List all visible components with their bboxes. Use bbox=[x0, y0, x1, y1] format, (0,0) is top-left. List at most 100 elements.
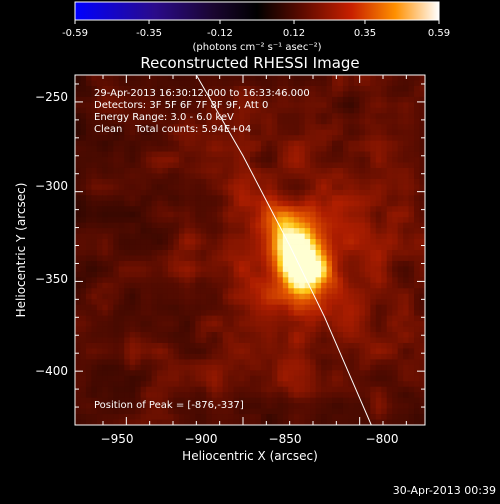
heatmap-cell bbox=[146, 375, 152, 382]
heatmap-cell bbox=[326, 310, 333, 317]
heatmap-cell bbox=[332, 348, 338, 355]
heatmap-cell bbox=[239, 403, 245, 409]
heatmap-cell bbox=[364, 129, 371, 136]
heatmap-cell bbox=[403, 113, 409, 120]
heatmap-cell bbox=[342, 293, 349, 300]
heatmap-cell bbox=[271, 96, 278, 103]
heatmap-cell bbox=[315, 124, 322, 131]
heatmap-cell bbox=[315, 277, 322, 284]
heatmap-cell bbox=[255, 239, 262, 245]
heatmap-cell bbox=[244, 381, 251, 388]
heatmap-cell bbox=[326, 239, 333, 245]
heatmap-cell bbox=[200, 135, 207, 142]
heatmap-cell bbox=[244, 403, 251, 409]
heatmap-cell bbox=[353, 364, 360, 371]
heatmap-cell bbox=[102, 146, 109, 152]
heatmap-cell bbox=[85, 206, 92, 213]
heatmap-cell bbox=[337, 403, 344, 409]
heatmap-cell bbox=[353, 408, 360, 415]
heatmap-cell bbox=[348, 206, 355, 213]
heatmap-cell bbox=[206, 397, 213, 404]
heatmap-cell bbox=[364, 348, 371, 355]
heatmap-cell bbox=[102, 228, 109, 234]
heatmap-cell bbox=[403, 206, 409, 213]
y-tick-label: −250 bbox=[35, 90, 68, 104]
heatmap-cell bbox=[332, 293, 338, 300]
heatmap-cell bbox=[113, 96, 120, 103]
heatmap-cell bbox=[250, 304, 256, 311]
heatmap-cell bbox=[293, 129, 300, 136]
heatmap-cell bbox=[337, 146, 344, 152]
heatmap-cell bbox=[167, 96, 174, 103]
heatmap-cell bbox=[113, 184, 120, 191]
heatmap-cell bbox=[195, 321, 202, 327]
heatmap-cell bbox=[124, 75, 131, 81]
heatmap-cell bbox=[222, 310, 229, 317]
heatmap-cell bbox=[129, 228, 136, 234]
heatmap-cell bbox=[178, 419, 185, 425]
heatmap-cell bbox=[167, 277, 174, 284]
heatmap-cell bbox=[135, 321, 142, 327]
heatmap-cell bbox=[364, 260, 371, 267]
heatmap-cell bbox=[408, 348, 415, 355]
heatmap-cell bbox=[408, 113, 415, 120]
heatmap-cell bbox=[173, 222, 180, 229]
heatmap-cell bbox=[118, 85, 125, 92]
heatmap-cell bbox=[277, 135, 284, 142]
heatmap-cell bbox=[124, 239, 131, 245]
heatmap-cell bbox=[75, 167, 81, 174]
heatmap-cell bbox=[353, 282, 360, 289]
heatmap-cell bbox=[75, 173, 81, 180]
heatmap-cell bbox=[184, 206, 191, 213]
heatmap-cell bbox=[184, 124, 191, 131]
heatmap-cell bbox=[381, 233, 388, 240]
heatmap-cell bbox=[91, 135, 98, 142]
heatmap-cell bbox=[299, 408, 306, 415]
heatmap-cell bbox=[162, 381, 169, 388]
heatmap-cell bbox=[255, 348, 262, 355]
heatmap-cell bbox=[293, 157, 300, 163]
heatmap-cell bbox=[419, 277, 425, 284]
heatmap-cell bbox=[140, 217, 147, 224]
heatmap-cell bbox=[310, 157, 317, 163]
heatmap-cell bbox=[299, 211, 306, 218]
heatmap-cell bbox=[239, 228, 245, 234]
heatmap-cell bbox=[233, 353, 240, 360]
heatmap-cell bbox=[96, 260, 103, 267]
y-axis-label: Heliocentric Y (arcsec) bbox=[14, 183, 28, 318]
heatmap-cell bbox=[162, 206, 169, 213]
heatmap-cell bbox=[167, 178, 174, 185]
heatmap-cell bbox=[167, 342, 174, 349]
heatmap-cell bbox=[173, 419, 180, 425]
heatmap-cell bbox=[135, 91, 142, 98]
heatmap-cell bbox=[206, 315, 213, 322]
heatmap-cell bbox=[146, 277, 152, 284]
heatmap-cell bbox=[375, 200, 382, 207]
heatmap-cell bbox=[414, 189, 420, 196]
heatmap-cell bbox=[392, 184, 399, 191]
heatmap-cell bbox=[260, 255, 267, 262]
heatmap-cell bbox=[392, 386, 399, 393]
heatmap-cell bbox=[195, 414, 202, 420]
heatmap-cell bbox=[135, 386, 142, 393]
heatmap-cell bbox=[162, 200, 169, 207]
heatmap-cell bbox=[102, 244, 109, 251]
heatmap-cell bbox=[375, 321, 382, 327]
heatmap-cell bbox=[233, 359, 240, 366]
heatmap-cell bbox=[293, 419, 300, 425]
heatmap-cell bbox=[392, 403, 399, 409]
heatmap-cell bbox=[375, 386, 382, 393]
heatmap-cell bbox=[326, 392, 333, 399]
heatmap-cell bbox=[304, 315, 311, 322]
heatmap-cell bbox=[282, 277, 289, 284]
heatmap-cell bbox=[129, 375, 136, 382]
heatmap-cell bbox=[260, 211, 267, 218]
heatmap-cell bbox=[80, 96, 87, 103]
heatmap-cell bbox=[392, 102, 399, 109]
heatmap-cell bbox=[364, 107, 371, 114]
heatmap-cell bbox=[392, 266, 399, 273]
heatmap-cell bbox=[392, 146, 399, 152]
heatmap-cell bbox=[271, 85, 278, 92]
heatmap-cell bbox=[222, 96, 229, 103]
heatmap-cell bbox=[414, 233, 420, 240]
